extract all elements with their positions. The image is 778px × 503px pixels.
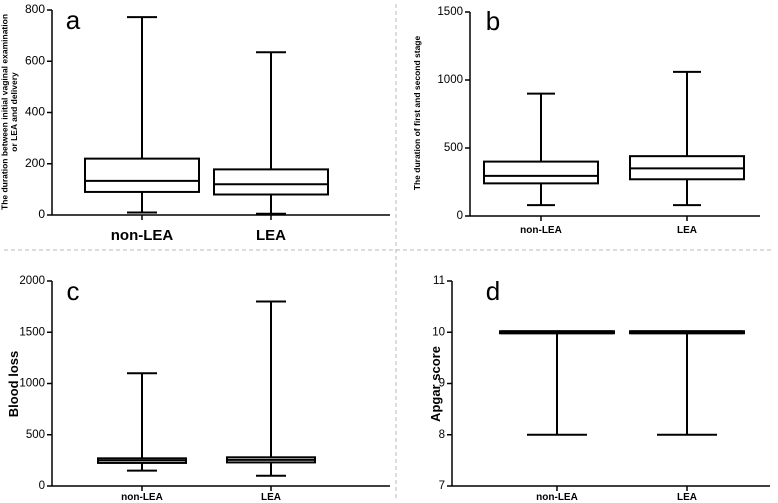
- y-tick-label: 11: [433, 275, 445, 287]
- y-axis-label: The duration of first and second stage: [412, 36, 422, 191]
- y-tick-label: 600: [25, 53, 45, 67]
- box-iqr: [483, 160, 599, 185]
- box-non-lea: [97, 372, 187, 472]
- y-tick-label: 10: [432, 326, 445, 338]
- y-axis-label: Apgar score: [428, 346, 443, 422]
- y-tick-label: 400: [25, 105, 45, 119]
- panel-label-a: a: [66, 5, 81, 35]
- box-non-lea: [483, 92, 599, 207]
- box-lea: [213, 51, 329, 215]
- panel-a: a The duration between initial vaginal ex…: [0, 2, 390, 244]
- box-lea: [629, 70, 745, 207]
- box-non-lea: [499, 330, 615, 436]
- panel-label-c: c: [67, 276, 80, 306]
- y-tick-label: 2000: [19, 275, 45, 287]
- x-tick-label-non-lea: non-LEA: [520, 225, 562, 236]
- box-non-lea: [84, 16, 200, 214]
- x-tick-label-lea: LEA: [677, 225, 697, 236]
- y-tick-label: 1500: [19, 326, 45, 338]
- x-tick-label-non-lea: non-LEA: [111, 227, 174, 244]
- box-lea: [226, 300, 316, 477]
- y-axis-label: The duration between initial vaginal exa…: [0, 14, 19, 210]
- y-axis-label-line: Blood loss: [6, 351, 21, 417]
- x-tick-label-lea: LEA: [677, 492, 697, 503]
- panel-label-d: d: [486, 276, 500, 306]
- y-axis-label-line: The duration of first and second stage: [412, 36, 422, 191]
- panel-c: c Blood loss 0 500 1000 1500 2000 non-LEA LEA: [6, 275, 390, 503]
- y-axis-label: Blood loss: [6, 351, 21, 417]
- box-iqr: [84, 157, 200, 193]
- y-tick-label: 1000: [19, 378, 45, 390]
- y-tick-label: 0: [38, 207, 45, 221]
- y-tick-label: 500: [26, 429, 45, 441]
- panel-d: d Apgar score 7 8 9 10 11 non-LEA LEA: [428, 275, 770, 503]
- y-axis-label-line: Apgar score: [428, 346, 443, 422]
- y-axis-label-line: or LEA and delivery: [9, 72, 19, 152]
- y-tick-label: 200: [25, 156, 45, 170]
- y-tick-label: 500: [444, 142, 463, 154]
- panel-b: b The duration of first and second stage 0…: [412, 6, 760, 236]
- y-tick-label: 800: [25, 2, 45, 16]
- y-tick-label: 0: [39, 480, 45, 492]
- panel-label-b: b: [486, 6, 500, 36]
- y-tick-label: 0: [457, 210, 463, 222]
- x-tick-label-non-lea: non-LEA: [536, 492, 578, 503]
- x-tick-label-lea: LEA: [261, 492, 281, 503]
- x-tick-label-lea: LEA: [256, 227, 286, 244]
- box-iqr: [213, 168, 329, 196]
- y-tick-label: 8: [439, 429, 445, 441]
- y-tick-label: 9: [439, 378, 445, 390]
- x-tick-label-non-lea: non-LEA: [121, 492, 163, 503]
- y-axis-label-line: The duration between initial vaginal exa…: [0, 14, 9, 210]
- y-tick-label: 7: [439, 480, 445, 492]
- y-tick-label: 1000: [437, 74, 463, 86]
- y-tick-label: 1500: [437, 6, 463, 18]
- box-lea: [629, 330, 745, 436]
